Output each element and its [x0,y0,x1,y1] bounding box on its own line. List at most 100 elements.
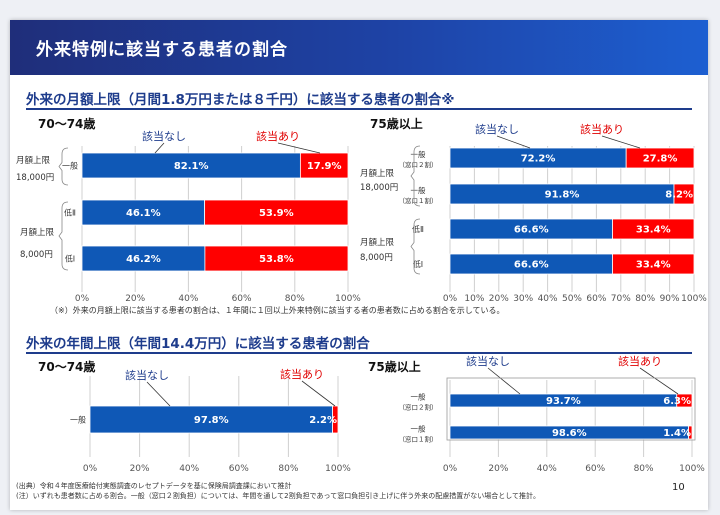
chart-1-row-label: 低Ⅱ [412,224,424,234]
chart-1-legend-gaitou-nashi: 該当なし [475,122,519,136]
chart-3-row-sublabel: （窓口１割） [399,435,438,444]
chart-2-value-gaitou-ari: 2.2% [309,415,337,426]
chart-1-tick-label: 20% [489,294,509,304]
chart-1-value-gaitou-ari: 33.4% [636,225,671,236]
chart-3-row-label: 一般 [411,424,426,434]
chart-0-title: 70〜74歳 [38,116,95,131]
chart-1-value-gaitou-nashi: 66.6% [514,260,549,271]
footnote-star: （※）外来の月額上限に該当する患者の割合は、１年間に１回以上外来特例に該当する者… [50,306,505,315]
chart-1-tick-label: 50% [562,294,582,304]
chart-0-value-gaitou-nashi: 82.1% [174,161,209,172]
chart-3-value-gaitou-nashi: 98.6% [552,428,587,439]
chart-1-row-label: 低Ⅰ [413,259,423,269]
chart-0-tick-label: 80% [285,294,305,304]
chart-3-tick-label: 60% [585,464,605,474]
chart-1-callout-line-ari [601,135,641,149]
chart-0-group-label: 月額上限 [20,227,55,238]
chart-0-callout-line-nashi [154,142,165,154]
chart-2-value-gaitou-nashi: 97.8% [194,415,229,426]
chart-3-value-gaitou-ari: 1.4% [663,428,691,439]
section2-underline [26,352,692,354]
chart-2-tick-label: 40% [179,464,199,474]
chart-0-value-gaitou-ari: 53.8% [259,254,294,265]
chart-2-tick-label: 80% [278,464,298,474]
chart-1-group-label: 月額上限 [360,168,395,179]
chart-3-tick-label: 100% [679,464,705,474]
chart-0-group-label: 18,000円 [16,173,54,183]
chart-1-group-bracket [410,145,421,207]
chart-0-tick-label: 60% [232,294,252,304]
chart-0-row-label: 低Ⅱ [64,208,76,218]
chart-1-bar-gaitou-ari [612,253,695,275]
chart-3-value-gaitou-nashi: 93.7% [546,396,581,407]
chart-3-tick-label: 0% [443,464,458,474]
chart-1-tick-label: 80% [635,294,655,304]
chart-0-value-gaitou-ari: 17.9% [307,161,342,172]
title-banner: 外来特例に該当する患者の割合 [10,20,708,75]
page-title: 外来特例に該当する患者の割合 [36,40,288,60]
chart-3-legend-gaitou-ari: 該当あり [618,354,662,368]
chart-0-legend-gaitou-nashi: 該当なし [142,129,186,143]
chart-1-row-sublabel: （窓口２割） [399,160,438,169]
chart-1-value-gaitou-nashi: 91.8% [545,190,580,201]
source-note: (出典）令和４年度医療給付実態調査のレセプトデータを基に保険局調査課において推計 [16,482,292,490]
chart-2-row-label: 一般 [70,415,86,425]
chart-1-tick-label: 10% [464,294,484,304]
chart-0-bar-gaitou-ari [299,152,349,179]
chart-0-bar-gaitou-nashi [81,199,206,226]
chart-1-group-bracket [410,218,421,275]
chart-0-bar-gaitou-ari [204,245,349,272]
chart-1-title: 75歳以上 [370,116,423,131]
chart-0-row-label: 一般 [62,161,78,171]
chart-1-tick-label: 90% [660,294,680,304]
chart-3-bar-gaitou-ari [676,393,693,408]
page-number: 10 [672,482,685,493]
chart-1-bar-gaitou-ari [625,147,695,169]
chart-2-legend-gaitou-ari: 該当あり [280,367,324,381]
chart-3-title: 75歳以上 [368,359,421,374]
chart-1-group-label: 月額上限 [360,237,395,248]
chart-0-tick-label: 0% [75,294,90,304]
chart-2-title: 70〜74歳 [38,359,95,374]
section2-title: 外来の年間上限（年間14.4万円）に該当する患者の割合 [26,336,370,352]
chart-0-value-gaitou-nashi: 46.1% [126,208,161,219]
chart-3-value-gaitou-ari: 6.3% [663,396,691,407]
chart-3-row-sublabel: （窓口２割） [399,403,438,412]
chart-2-callout-line-nashi [146,381,171,407]
chart-3-bar-gaitou-ari [688,425,693,440]
remark-note: (注）いずれも患者数に占める割合。一般（窓口２割負担）については、年間を通して2… [16,492,540,500]
chart-0-value-gaitou-nashi: 46.2% [126,254,161,265]
chart-1-legend-gaitou-ari: 該当あり [580,122,624,136]
chart-0-tick-label: 20% [125,294,145,304]
chart-0-legend-gaitou-ari: 該当あり [256,129,300,143]
chart-2-tick-label: 20% [130,464,150,474]
chart-1-value-gaitou-ari: 33.4% [636,260,671,271]
chart-1-value-gaitou-nashi: 72.2% [521,154,556,165]
chart-2-bar-gaitou-nashi [89,405,333,434]
chart-3-tick-label: 20% [488,464,508,474]
chart-1-row-sublabel: （窓口１割） [399,196,438,205]
chart-3-tick-label: 40% [537,464,557,474]
chart-1-tick-label: 40% [538,294,558,304]
chart-2-tick-label: 0% [83,464,98,474]
chart-1-value-gaitou-ari: 8.2% [665,190,693,201]
chart-0-tick-label: 40% [178,294,198,304]
chart-1-row-label: 一般 [411,185,426,195]
section1-underline [26,108,692,110]
chart-3-row-label: 一般 [411,392,426,402]
chart-1-tick-label: 0% [443,294,458,304]
chart-2-tick-label: 100% [325,464,351,474]
chart-3-callout-line-ari [639,367,679,395]
chart-1-group-label: 18,000円 [360,183,398,193]
chart-1-callout-line-nashi [496,135,531,149]
chart-2-callout-line-ari [301,380,336,407]
chart-3-callout-line-nashi [487,367,521,395]
chart-2-bar-gaitou-ari [332,405,339,434]
chart-2-tick-label: 60% [229,464,249,474]
chart-1-tick-label: 100% [681,294,707,304]
chart-3-legend-gaitou-nashi: 該当なし [466,354,510,368]
section1-title: 外来の月額上限（月間1.8万円または８千円）に該当する患者の割合※ [26,92,455,108]
chart-1-value-gaitou-nashi: 66.6% [514,225,549,236]
chart-1-value-gaitou-ari: 27.8% [643,154,678,165]
